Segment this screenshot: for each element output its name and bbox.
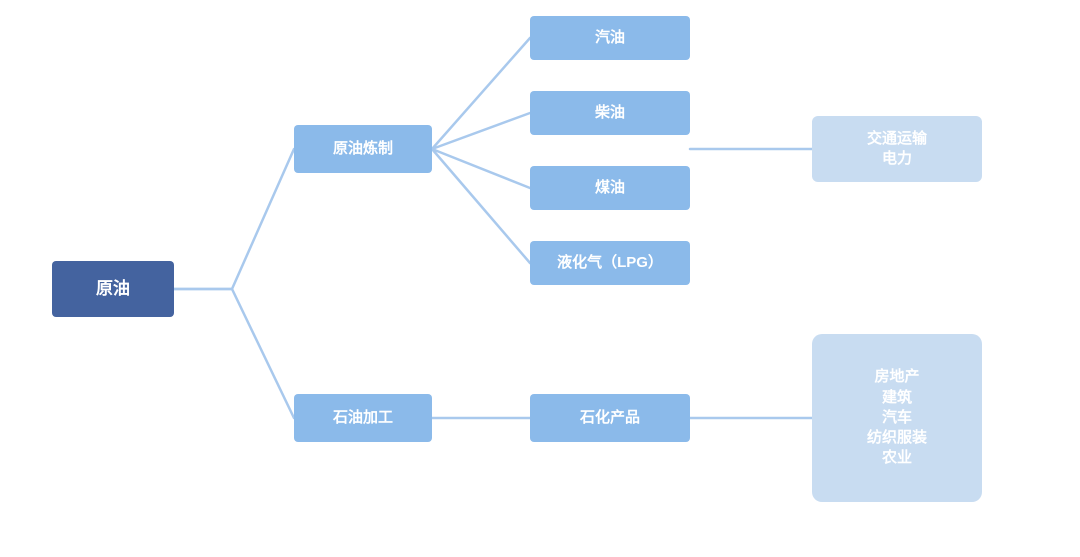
edge-root-refine	[174, 149, 294, 289]
node-refine: 原油炼制	[294, 125, 432, 173]
node-petchem-label: 石化产品	[580, 408, 640, 428]
node-industries-label: 房地产 建筑 汽车 纺织服装 农业	[867, 367, 927, 468]
node-root: 原油	[52, 261, 174, 317]
edge-root-process	[174, 289, 294, 418]
node-refine-label: 原油炼制	[333, 139, 393, 159]
edge-refine-diesel	[432, 113, 530, 149]
node-lpg-label: 液化气（LPG）	[557, 253, 663, 273]
node-trans: 交通运输 电力	[812, 116, 982, 182]
node-petchem: 石化产品	[530, 394, 690, 442]
node-diesel-label: 柴油	[595, 103, 625, 123]
edge-refine-lpg	[432, 149, 530, 263]
edge-refine-gasoline	[432, 38, 530, 149]
node-process: 石油加工	[294, 394, 432, 442]
node-industries: 房地产 建筑 汽车 纺织服装 农业	[812, 334, 982, 502]
node-gasoline: 汽油	[530, 16, 690, 60]
node-root-label: 原油	[96, 278, 130, 301]
node-kerosene-label: 煤油	[595, 178, 625, 198]
node-process-label: 石油加工	[333, 408, 393, 428]
node-trans-label: 交通运输 电力	[867, 129, 927, 170]
node-gasoline-label: 汽油	[595, 28, 625, 48]
edge-refine-kerosene	[432, 149, 530, 188]
node-lpg: 液化气（LPG）	[530, 241, 690, 285]
node-kerosene: 煤油	[530, 166, 690, 210]
node-diesel: 柴油	[530, 91, 690, 135]
